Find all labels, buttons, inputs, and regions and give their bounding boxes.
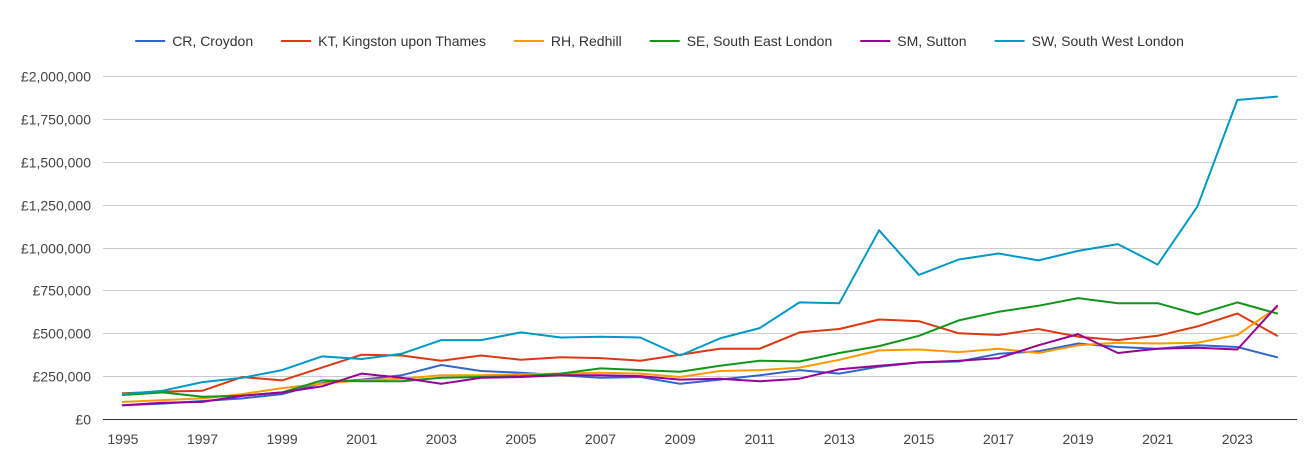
legend-item[interactable]: SW, South West London: [994, 33, 1184, 49]
y-tick-label: £250,000: [33, 369, 92, 385]
x-tick-label: 1995: [107, 431, 138, 447]
x-tick-label: 2005: [505, 431, 536, 447]
legend-label: RH, Redhill: [551, 33, 622, 49]
legend-item[interactable]: SM, Sutton: [860, 33, 967, 49]
series-line-sm: [121, 304, 1279, 407]
series-line-se: [121, 297, 1279, 398]
x-tick-label: 2003: [426, 431, 457, 447]
legend-label: KT, Kingston upon Thames: [318, 33, 486, 49]
x-tick-label: 2019: [1063, 431, 1094, 447]
series-lines: [121, 95, 1279, 407]
x-tick-label: 2009: [665, 431, 696, 447]
x-tick-label: 2017: [983, 431, 1014, 447]
y-tick-label: £1,500,000: [21, 155, 91, 171]
x-tick-label: 1997: [187, 431, 218, 447]
legend[interactable]: CR, Croydon KT, Kingston upon Thames RH, R…: [135, 33, 1184, 49]
legend-item[interactable]: KT, Kingston upon Thames: [281, 33, 486, 49]
x-tick-label: 2015: [903, 431, 934, 447]
legend-item[interactable]: SE, South East London: [649, 33, 833, 49]
x-tick-label: 1999: [267, 431, 298, 447]
y-tick-label: £500,000: [33, 326, 92, 342]
grid-lines: [103, 76, 1297, 420]
series-line-sw: [121, 95, 1279, 396]
x-tick-label: 2021: [1142, 431, 1173, 447]
axes: £0 £250,000 £500,000 £750,000 £1,000,000 £1,2…: [21, 69, 1253, 448]
legend-item[interactable]: CR, Croydon: [135, 33, 253, 49]
x-tick-label: 2013: [824, 431, 855, 447]
y-tick-label: £1,000,000: [21, 241, 91, 257]
x-tick-label: 2023: [1222, 431, 1253, 447]
y-tick-label: £2,000,000: [21, 69, 91, 85]
x-tick-label: 2011: [745, 431, 775, 447]
x-tick-label: 2007: [585, 431, 616, 447]
y-tick-label: £750,000: [33, 283, 92, 299]
legend-label: SM, Sutton: [897, 33, 966, 49]
x-tick-label: 2001: [346, 431, 377, 447]
y-tick-label: £1,250,000: [21, 198, 91, 214]
legend-label: CR, Croydon: [172, 33, 253, 49]
y-tick-label: £0: [75, 412, 91, 428]
y-tick-label: £1,750,000: [21, 112, 91, 128]
series-line-rh: [121, 306, 1279, 403]
legend-label: SW, South West London: [1032, 33, 1184, 49]
legend-item[interactable]: RH, Redhill: [513, 33, 622, 49]
legend-label: SE, South East London: [687, 33, 833, 49]
